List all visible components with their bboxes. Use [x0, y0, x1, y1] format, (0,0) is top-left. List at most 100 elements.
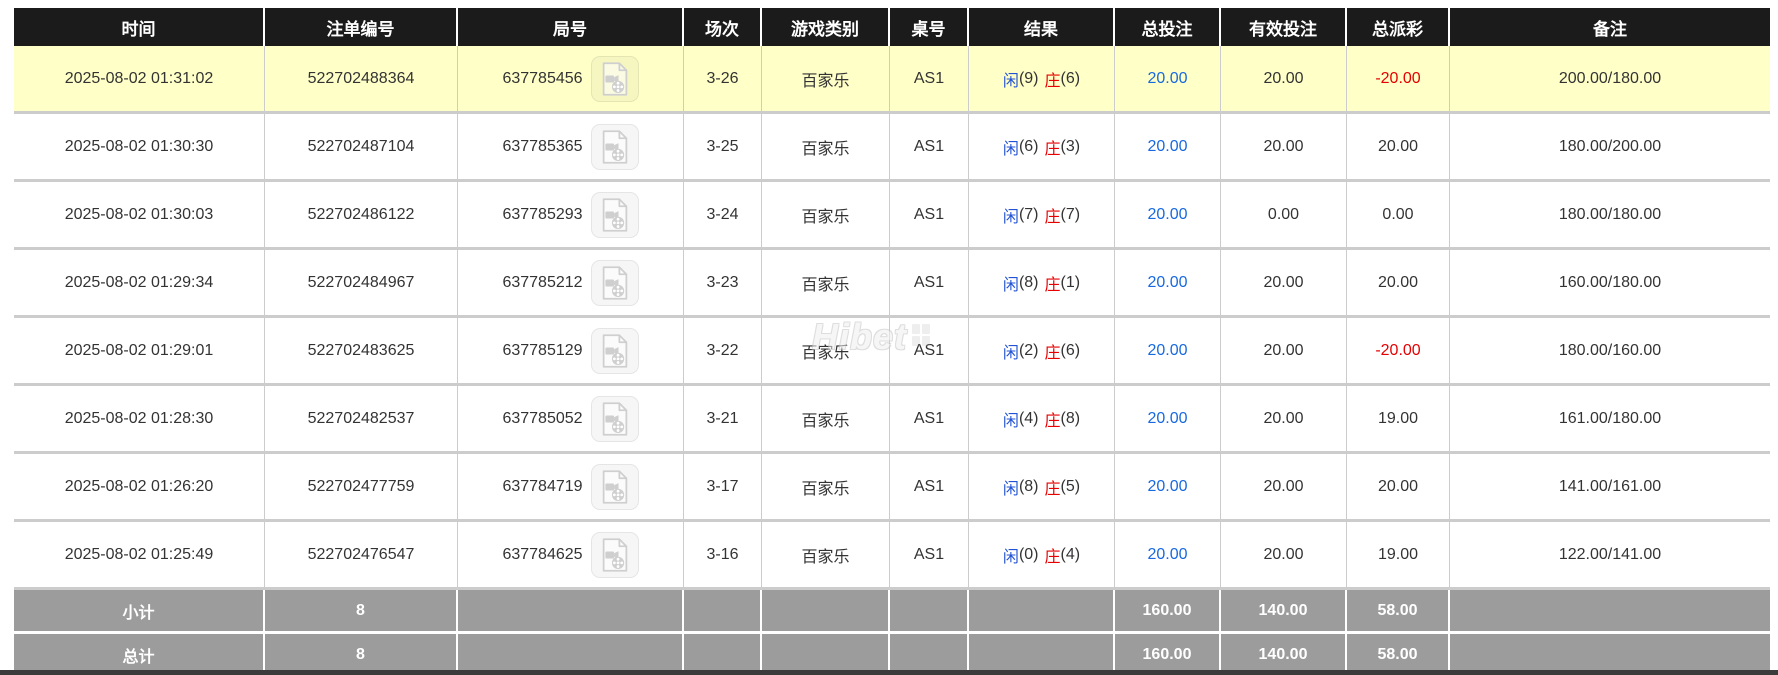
cell-game-type: 百家乐 — [762, 182, 890, 247]
banker-result-label: 庄 — [1044, 412, 1061, 430]
grand-total-row: 总计 8 160.00 140.00 58.00 — [14, 634, 1770, 675]
cell-total-bet[interactable]: 20.00 — [1115, 318, 1221, 383]
video-replay-button[interactable] — [590, 327, 639, 374]
cell-valid-bet: 20.00 — [1221, 454, 1347, 519]
header-cell-result: 结果 — [969, 8, 1115, 46]
cell-result: 闲 (7) 庄 (7) — [969, 182, 1115, 247]
cell-game-type: 百家乐 — [762, 318, 890, 383]
cell-result: 闲 (9) 庄 (6) — [969, 46, 1115, 111]
header-cell-round: 局号 — [458, 8, 684, 46]
cell-remark: 122.00/141.00 — [1558, 545, 1662, 563]
summary-payout: 58.00 — [1347, 634, 1450, 675]
bottom-edge-bar — [0, 670, 1778, 675]
header-cell-valid_bet: 有效投注 — [1221, 8, 1347, 46]
table-header-row: 时间 注单编号 局号 场次 游戏类别 桌号 结果 总投注 有效投注 总派彩 备注 — [14, 8, 1770, 46]
cell-remark: 180.00/160.00 — [1558, 341, 1662, 359]
cell-total-bet[interactable]: 20.00 — [1115, 114, 1221, 179]
cell-valid-bet: 20.00 — [1221, 318, 1347, 383]
banker-result-label: 庄 — [1044, 140, 1061, 158]
summary-payout: 58.00 — [1347, 590, 1450, 631]
cell-table-no: AS1 — [890, 46, 969, 111]
cell-bet-id: 522702486122 — [265, 182, 458, 247]
cell-session: 3-26 — [684, 46, 762, 111]
cell-game-type: 百家乐 — [762, 386, 890, 451]
cell-time: 2025-08-02 01:30:03 — [14, 182, 265, 247]
video-replay-button[interactable] — [590, 259, 639, 306]
subtotal-row: 小计 8 160.00 140.00 58.00 — [14, 590, 1770, 634]
table-row: 2025-08-02 01:30:30 522702487104 6377853… — [14, 114, 1770, 182]
cell-table-no: AS1 — [890, 522, 969, 587]
cell-total-bet[interactable]: 20.00 — [1115, 46, 1221, 111]
player-result-label: 闲 — [1002, 548, 1019, 566]
video-file-icon — [602, 129, 627, 164]
cell-time: 2025-08-02 01:30:30 — [14, 114, 265, 179]
video-replay-button[interactable] — [590, 55, 639, 102]
header-cell-total_bet: 总投注 — [1115, 8, 1221, 46]
cell-bet-id: 522702483625 — [265, 318, 458, 383]
table-row: 2025-08-02 01:29:01 522702483625 6377851… — [14, 318, 1770, 386]
cell-remark: 161.00/180.00 — [1558, 409, 1662, 427]
header-cell-game: 游戏类别 — [762, 8, 890, 46]
cell-session: 3-17 — [684, 454, 762, 519]
player-result-label: 闲 — [1002, 140, 1019, 158]
cell-round: 637785212 — [458, 250, 684, 315]
cell-round: 637785129 — [458, 318, 684, 383]
cell-bet-id: 522702476547 — [265, 522, 458, 587]
cell-table-no: AS1 — [890, 182, 969, 247]
summary-total-bet: 160.00 — [1115, 634, 1221, 675]
cell-result: 闲 (8) 庄 (5) — [969, 454, 1115, 519]
summary-count: 8 — [265, 634, 458, 675]
cell-payout: -20.00 — [1347, 318, 1450, 383]
table-row: 2025-08-02 01:30:03 522702486122 6377852… — [14, 182, 1770, 250]
cell-remark: 160.00/180.00 — [1558, 273, 1662, 291]
video-replay-button[interactable] — [590, 395, 639, 442]
cell-game-type: 百家乐 — [762, 114, 890, 179]
video-replay-button[interactable] — [590, 191, 639, 238]
summary-valid-bet: 140.00 — [1221, 634, 1347, 675]
header-cell-table_no: 桌号 — [890, 8, 969, 46]
cell-valid-bet: 0.00 — [1221, 182, 1347, 247]
summary-total-bet: 160.00 — [1115, 590, 1221, 631]
cell-round: 637784625 — [458, 522, 684, 587]
player-result-label: 闲 — [1002, 72, 1019, 90]
summary-count: 8 — [265, 590, 458, 631]
cell-result: 闲 (4) 庄 (8) — [969, 386, 1115, 451]
cell-round: 637785365 — [458, 114, 684, 179]
video-replay-button[interactable] — [590, 123, 639, 170]
cell-total-bet[interactable]: 20.00 — [1115, 182, 1221, 247]
cell-valid-bet: 20.00 — [1221, 46, 1347, 111]
video-file-icon — [602, 537, 627, 572]
cell-session: 3-22 — [684, 318, 762, 383]
header-cell-session: 场次 — [684, 8, 762, 46]
cell-payout: -20.00 — [1347, 46, 1450, 111]
cell-game-type: 百家乐 — [762, 454, 890, 519]
cell-total-bet[interactable]: 20.00 — [1115, 454, 1221, 519]
player-result-label: 闲 — [1002, 480, 1019, 498]
cell-valid-bet: 20.00 — [1221, 114, 1347, 179]
cell-table-no: AS1 — [890, 114, 969, 179]
cell-session: 3-23 — [684, 250, 762, 315]
cell-valid-bet: 20.00 — [1221, 250, 1347, 315]
cell-remark: 180.00/180.00 — [1558, 205, 1662, 223]
header-cell-time: 时间 — [14, 8, 265, 46]
bet-history-table: 时间 注单编号 局号 场次 游戏类别 桌号 结果 总投注 有效投注 总派彩 备注 2025-08-0… — [14, 8, 1770, 675]
video-replay-button[interactable] — [590, 531, 639, 578]
cell-round: 637785456 — [458, 46, 684, 111]
video-file-icon — [602, 197, 627, 232]
cell-total-bet[interactable]: 20.00 — [1115, 386, 1221, 451]
cell-total-bet[interactable]: 20.00 — [1115, 250, 1221, 315]
banker-result-label: 庄 — [1044, 344, 1061, 362]
cell-time: 2025-08-02 01:26:20 — [14, 454, 265, 519]
cell-game-type: 百家乐 — [762, 46, 890, 111]
cell-payout: 19.00 — [1347, 386, 1450, 451]
cell-time: 2025-08-02 01:31:02 — [14, 46, 265, 111]
cell-total-bet[interactable]: 20.00 — [1115, 522, 1221, 587]
cell-session: 3-16 — [684, 522, 762, 587]
cell-game-type: 百家乐 — [762, 250, 890, 315]
video-replay-button[interactable] — [590, 463, 639, 510]
table-row: 2025-08-02 01:26:20 522702477759 6377847… — [14, 454, 1770, 522]
cell-table-no: AS1 — [890, 386, 969, 451]
cell-time: 2025-08-02 01:25:49 — [14, 522, 265, 587]
table-row: 2025-08-02 01:28:30 522702482537 6377850… — [14, 386, 1770, 454]
